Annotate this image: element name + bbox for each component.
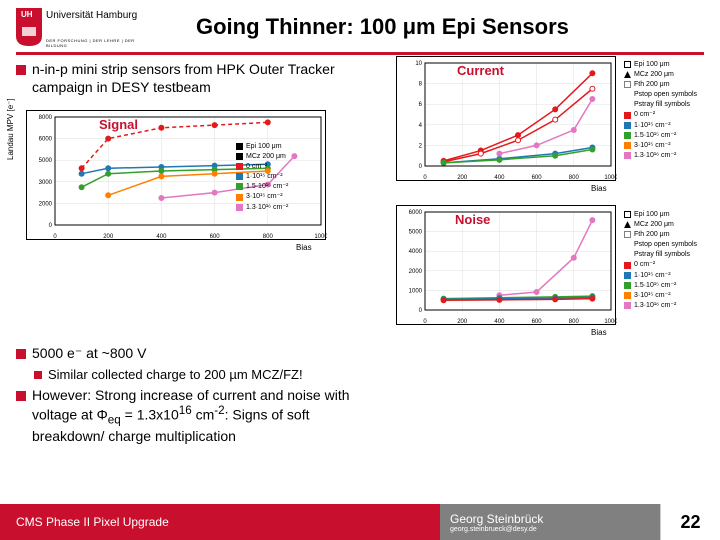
- svg-text:2000: 2000: [39, 201, 53, 207]
- svg-text:1000: 1000: [604, 175, 617, 181]
- chart-signal-label: Signal: [99, 117, 138, 132]
- current-legend: Epi 100 μmMCz 200 μmFth 200 μmPstop open…: [624, 60, 697, 161]
- footer-mid: Georg Steinbrück georg.steinbrueck@desy.…: [440, 504, 660, 540]
- signal-y-axis: Landau MPV [e⁻]: [6, 98, 15, 160]
- svg-text:600: 600: [532, 175, 543, 181]
- shield-icon: [16, 22, 42, 46]
- svg-text:6: 6: [419, 102, 423, 108]
- svg-text:600: 600: [532, 319, 543, 325]
- svg-text:400: 400: [494, 175, 505, 181]
- svg-text:400: 400: [156, 234, 167, 240]
- chart-zone: Signal 080002006000400500060030008002000…: [16, 100, 704, 420]
- footer-left: CMS Phase II Pixel Upgrade: [0, 504, 440, 540]
- svg-text:0: 0: [423, 319, 427, 325]
- svg-text:4000: 4000: [409, 249, 423, 255]
- header-divider: [16, 52, 704, 55]
- footer: CMS Phase II Pixel Upgrade Georg Steinbr…: [0, 504, 720, 540]
- svg-text:0: 0: [419, 308, 423, 314]
- svg-text:400: 400: [494, 319, 505, 325]
- svg-text:200: 200: [457, 175, 468, 181]
- svg-text:10: 10: [415, 61, 422, 67]
- svg-text:800: 800: [569, 175, 580, 181]
- noise-x-axis: Bias: [591, 328, 607, 337]
- svg-text:2: 2: [419, 143, 423, 149]
- svg-text:0: 0: [423, 175, 427, 181]
- svg-text:200: 200: [457, 319, 468, 325]
- chart-current: Current 0 10 200 8 400 6 600 4 800 2 1000 0: [396, 56, 616, 181]
- svg-text:800: 800: [569, 319, 580, 325]
- noise-legend: Epi 100 μmMCz 200 μmFth 200 μmPstop open…: [624, 210, 697, 311]
- svg-text:6000: 6000: [409, 210, 423, 216]
- svg-text:1000: 1000: [314, 234, 327, 240]
- signal-legend: Epi 100 μmMCz 200 μm0 cm⁻²1·10¹⁵ cm⁻²1.5…: [236, 142, 288, 213]
- svg-text:1000: 1000: [604, 319, 617, 325]
- svg-text:0: 0: [49, 223, 53, 229]
- svg-text:0: 0: [419, 164, 423, 170]
- svg-text:6000: 6000: [39, 137, 53, 143]
- svg-text:8: 8: [419, 82, 423, 88]
- svg-text:3000: 3000: [39, 180, 53, 186]
- logo-uni-text: Universität Hamburg: [46, 10, 137, 21]
- svg-text:0: 0: [53, 234, 57, 240]
- chart-current-label: Current: [457, 63, 504, 78]
- logo-sub-text: DER FORSCHUNG | DER LEHRE | DER BILDUNG: [46, 38, 156, 48]
- footer-page: 22: [660, 504, 720, 540]
- svg-text:2000: 2000: [409, 269, 423, 275]
- header: UH Universität Hamburg DER FORSCHUNG | D…: [0, 0, 720, 50]
- signal-x-axis: Bias: [296, 243, 312, 252]
- chart-noise-label: Noise: [455, 212, 490, 227]
- svg-text:5000: 5000: [39, 158, 53, 164]
- uh-logo: UH Universität Hamburg DER FORSCHUNG | D…: [16, 8, 156, 46]
- svg-text:8000: 8000: [39, 115, 53, 121]
- svg-text:4: 4: [419, 123, 423, 129]
- chart-noise: Noise 0 6000 200 5000 400 4000 600 2000 800 1000 1…: [396, 205, 616, 325]
- footer-author: Georg Steinbrück: [450, 512, 660, 526]
- svg-text:5000: 5000: [409, 230, 423, 236]
- svg-text:1000: 1000: [409, 288, 423, 294]
- footer-email: georg.steinbrueck@desy.de: [450, 526, 660, 533]
- svg-text:800: 800: [263, 234, 274, 240]
- bullet-1-text: n-in-p mini strip sensors from HPK Outer…: [32, 61, 342, 96]
- current-x-axis: Bias: [591, 184, 607, 193]
- page-title: Going Thinner: 100 μm Epi Sensors: [196, 14, 569, 40]
- content: n-in-p mini strip sensors from HPK Outer…: [0, 61, 720, 446]
- svg-text:200: 200: [103, 234, 114, 240]
- svg-text:600: 600: [210, 234, 221, 240]
- logo-initials: UH: [21, 10, 33, 19]
- bullet-icon: [16, 65, 26, 75]
